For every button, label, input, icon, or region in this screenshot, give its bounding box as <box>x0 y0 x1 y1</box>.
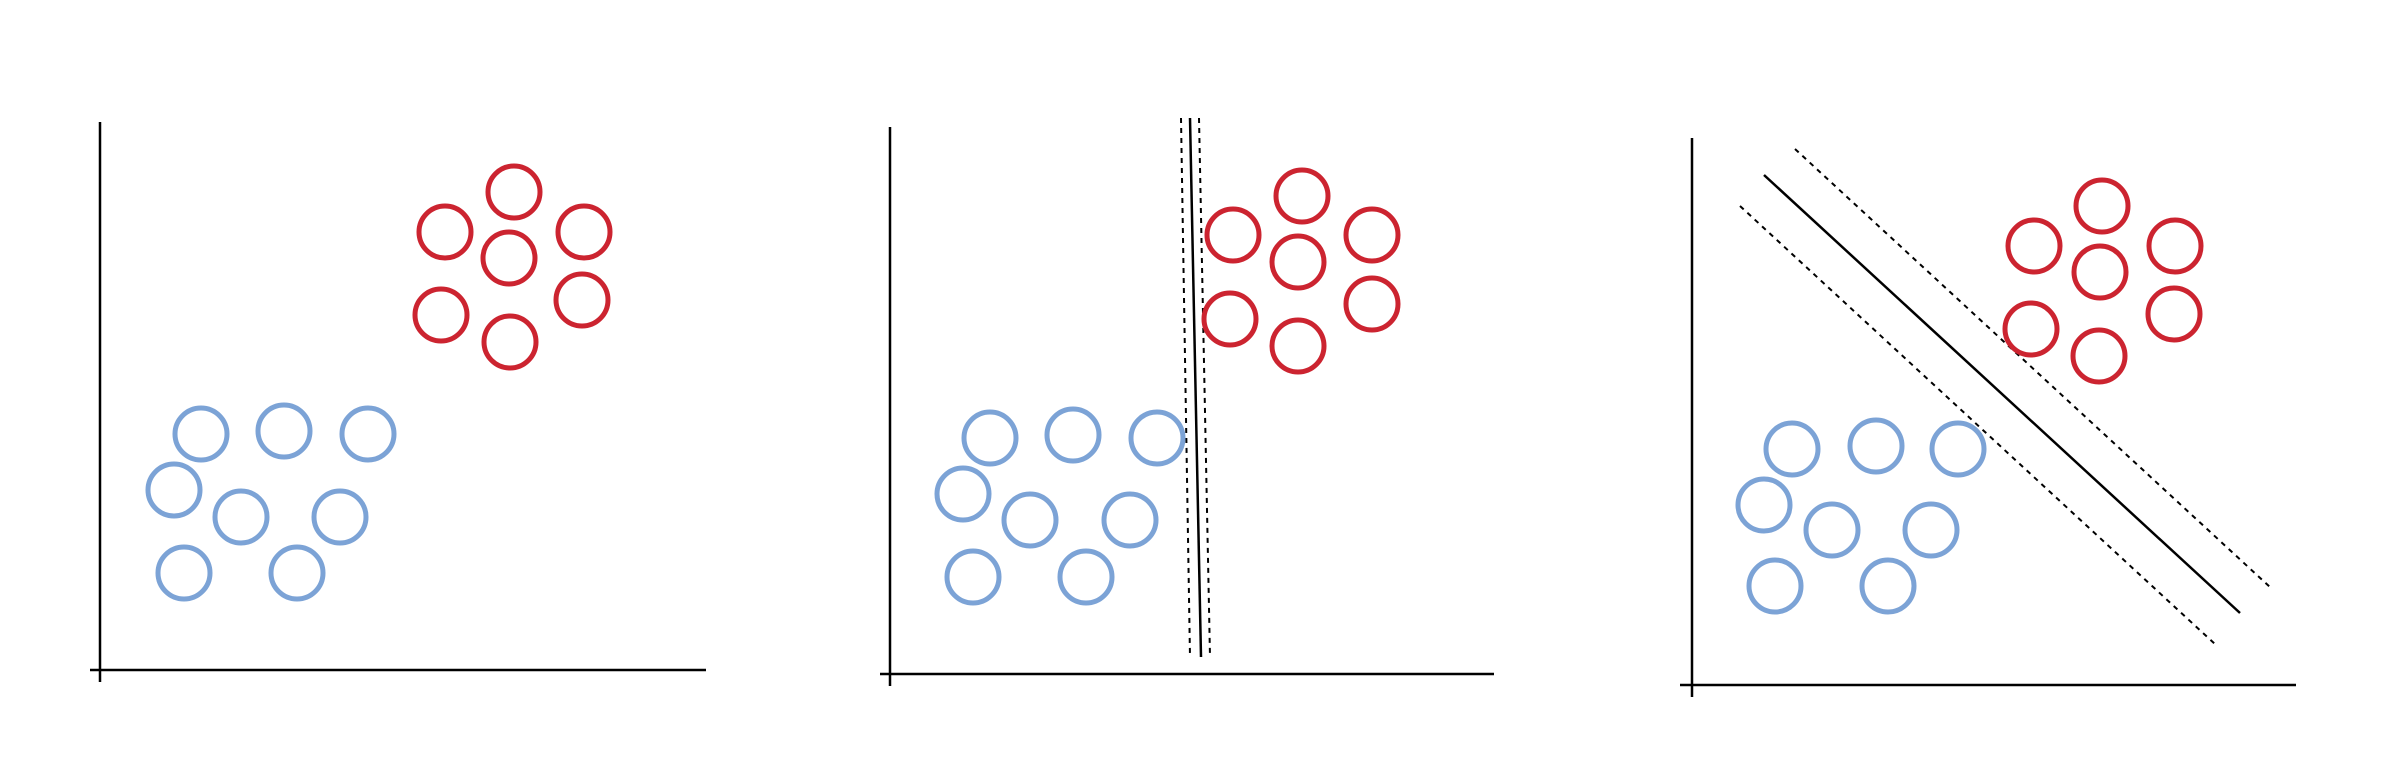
class-a-point <box>944 548 1002 606</box>
class-a-point <box>1101 491 1159 549</box>
panels <box>90 117 2296 697</box>
class-a-point <box>1746 557 1804 615</box>
class-a-point <box>172 405 230 463</box>
class-b-point <box>553 271 611 329</box>
class-b-point <box>2073 177 2131 235</box>
class-a-point <box>311 488 369 546</box>
class-a-points <box>934 406 1186 606</box>
axes <box>880 127 1494 686</box>
class-a-point <box>1057 548 1115 606</box>
class-b-point <box>1343 206 1401 264</box>
class-b-point <box>485 163 543 221</box>
class-a-point <box>212 488 270 546</box>
class-b-point <box>1269 317 1327 375</box>
class-a-point <box>155 544 213 602</box>
class-b-point <box>1201 290 1259 348</box>
class-a-point <box>1735 476 1793 534</box>
class-b-point <box>2145 285 2203 343</box>
panel-3 <box>1680 138 2296 697</box>
margin-line <box>1739 205 2217 646</box>
axes <box>90 122 706 682</box>
class-a-point <box>1847 417 1905 475</box>
class-b-point <box>416 203 474 261</box>
margin-line <box>1794 148 2272 589</box>
class-b-point <box>1343 275 1401 333</box>
class-a-point <box>145 461 203 519</box>
class-b-point <box>2002 300 2060 358</box>
class-b-point <box>2070 327 2128 385</box>
class-a-point <box>339 405 397 463</box>
class-b-point <box>2005 217 2063 275</box>
axes <box>1680 138 2296 697</box>
class-a-point <box>961 409 1019 467</box>
class-a-point <box>1929 420 1987 478</box>
class-a-point <box>1902 501 1960 559</box>
class-a-point <box>934 465 992 523</box>
decision-boundary <box>1188 117 1203 658</box>
panel-1 <box>90 122 706 682</box>
class-a-point <box>1128 409 1186 467</box>
class-b-points <box>1201 167 1401 375</box>
class-b-point <box>2146 217 2204 275</box>
class-a-points <box>1735 417 1987 615</box>
class-b-point <box>481 313 539 371</box>
class-b-point <box>1204 206 1262 264</box>
panel-2 <box>880 117 1494 686</box>
class-a-point <box>1763 420 1821 478</box>
class-b-point <box>1273 167 1331 225</box>
class-a-point <box>1803 501 1861 559</box>
class-a-point <box>1001 491 1059 549</box>
class-b-point <box>412 286 470 344</box>
class-a-points <box>145 402 397 602</box>
class-b-points <box>2002 177 2204 385</box>
class-a-point <box>1859 557 1917 615</box>
class-b-points <box>412 163 613 371</box>
class-a-point <box>1044 406 1102 464</box>
class-a-point <box>268 544 326 602</box>
class-b-point <box>2071 243 2129 301</box>
class-b-point <box>1269 233 1327 291</box>
class-a-point <box>255 402 313 460</box>
class-b-point <box>480 229 538 287</box>
class-b-point <box>555 203 613 261</box>
decision-boundary <box>1763 174 2241 614</box>
